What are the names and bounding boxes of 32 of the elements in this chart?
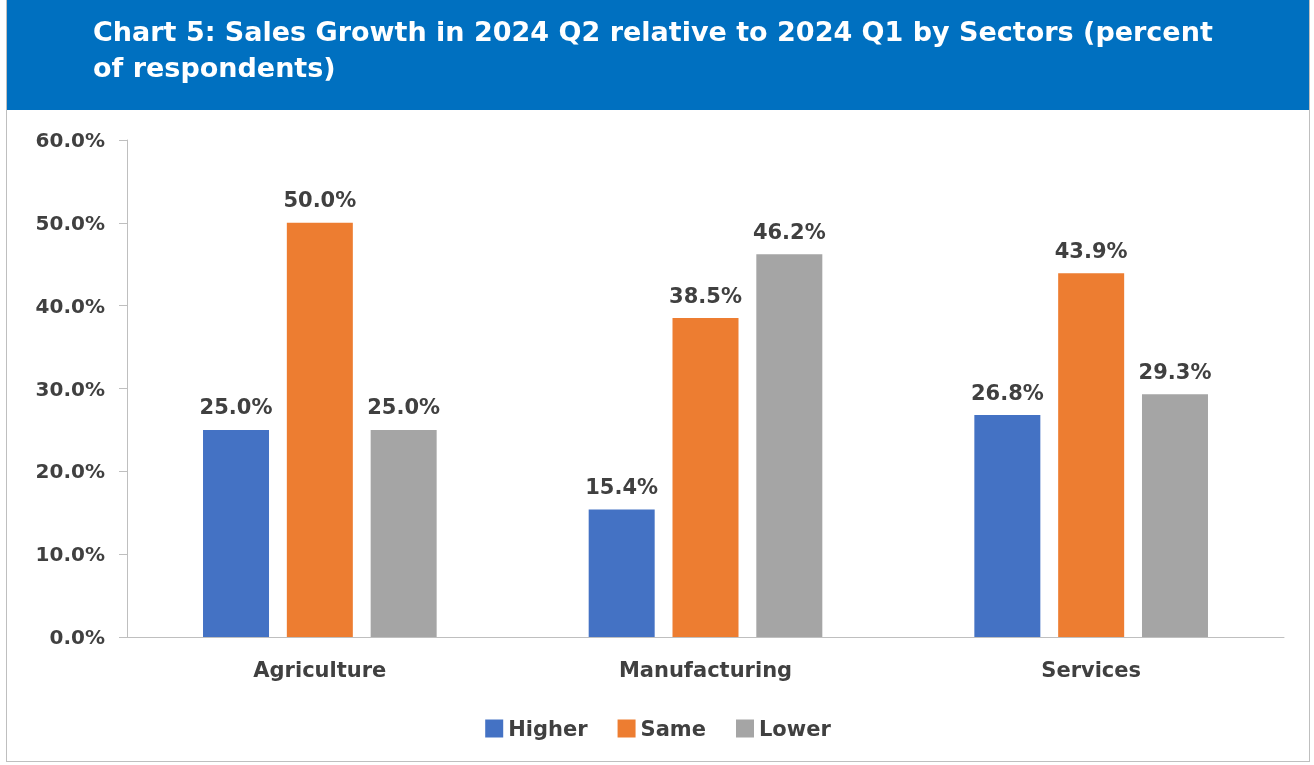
data-label: 50.0% bbox=[283, 188, 357, 213]
y-tick-label: 10.0% bbox=[35, 542, 105, 567]
legend-label: Same bbox=[640, 716, 706, 741]
bar bbox=[203, 429, 270, 637]
data-label: 43.9% bbox=[1054, 238, 1128, 263]
y-tick-label: 40.0% bbox=[35, 293, 105, 318]
x-tick-label: Services bbox=[1041, 657, 1142, 682]
bar bbox=[588, 509, 655, 637]
x-tick-label: Agriculture bbox=[253, 657, 387, 682]
y-tick-label: 20.0% bbox=[35, 459, 105, 484]
legend-label: Lower bbox=[758, 716, 832, 741]
data-label: 38.5% bbox=[669, 283, 742, 308]
data-label: 26.8% bbox=[970, 380, 1044, 405]
bar bbox=[672, 318, 739, 637]
bar bbox=[286, 222, 353, 637]
data-label: 25.0% bbox=[367, 395, 441, 420]
bar bbox=[370, 429, 437, 637]
x-tick-label: Manufacturing bbox=[618, 657, 793, 682]
chart-title: Chart 5: Sales Growth in 2024 Q2 relative to 2024 Q1 by Sectors (percent of respondents) bbox=[7, 0, 1309, 110]
bar bbox=[1058, 273, 1125, 637]
legend-label: Higher bbox=[508, 716, 589, 741]
y-tick-label: 0.0% bbox=[49, 625, 105, 649]
y-tick-label: 60.0% bbox=[35, 128, 105, 152]
y-tick-label: 30.0% bbox=[35, 376, 105, 401]
data-label: 15.4% bbox=[585, 474, 659, 499]
data-label: 25.0% bbox=[199, 395, 273, 420]
bar bbox=[1141, 394, 1208, 637]
bar bbox=[974, 415, 1041, 637]
data-label: 29.3% bbox=[1138, 359, 1212, 384]
bar bbox=[756, 254, 823, 637]
data-label: 46.2% bbox=[752, 219, 826, 244]
y-tick-label: 50.0% bbox=[35, 210, 105, 235]
